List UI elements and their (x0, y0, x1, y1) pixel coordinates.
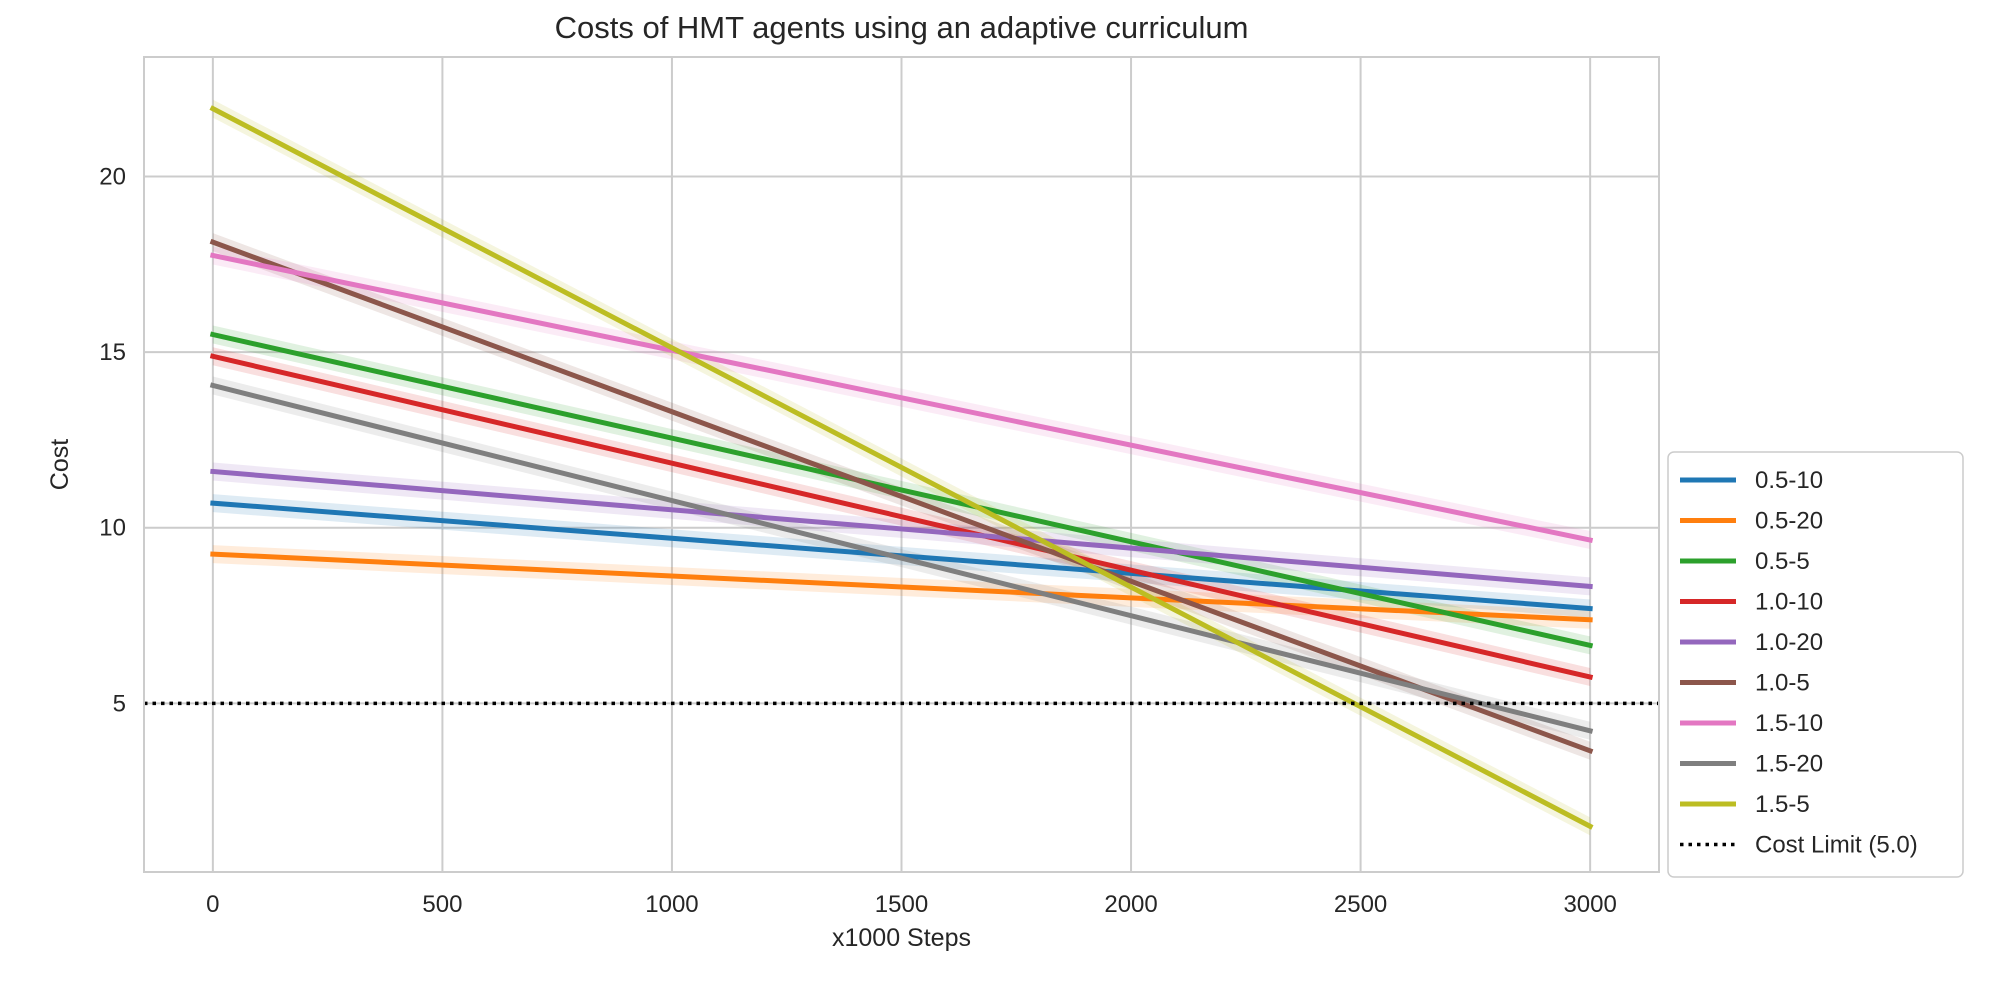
legend-label-0.5-10: 0.5-10 (1755, 467, 1823, 494)
x-tick-label: 0 (206, 891, 219, 918)
y-axis-label: Cost (46, 439, 74, 490)
x-tick-label: 3000 (1563, 891, 1616, 918)
series-lines (209, 105, 1594, 830)
legend-label-Cost Limit (5.0): Cost Limit (5.0) (1755, 832, 1918, 859)
y-tick-label: 5 (113, 690, 126, 717)
y-tick-label: 10 (99, 515, 126, 542)
x-axis-label: x1000 Steps (832, 924, 971, 952)
series-line-1.0-20 (210, 468, 1593, 590)
legend-box (1667, 451, 1964, 878)
series-line-1.0-10 (209, 353, 1594, 681)
x-tick-label: 500 (422, 891, 462, 918)
y-tick-label: 15 (99, 339, 126, 366)
series-line-1.5-10 (209, 252, 1594, 543)
series-line-1.5-5 (209, 105, 1594, 830)
series-line-0.5-20 (210, 551, 1593, 623)
x-tick-label: 2000 (1104, 891, 1157, 918)
x-tick-label: 1000 (645, 891, 698, 918)
legend-label-1.0-20: 1.0-20 (1755, 629, 1823, 656)
x-tick-label: 1500 (875, 891, 928, 918)
legend-label-1.0-10: 1.0-10 (1755, 589, 1823, 616)
chart-title: Costs of HMT agents using an adaptive cu… (555, 10, 1249, 45)
legend-label-0.5-5: 0.5-5 (1755, 548, 1810, 575)
x-tick-label: 2500 (1334, 891, 1387, 918)
series-line-0.5-5 (209, 331, 1594, 649)
plot-frame (143, 56, 1660, 873)
y-axis-ticks: 5 10 15 20 (99, 163, 126, 717)
series-line-1.0-5 (209, 238, 1594, 755)
legend-label-1.5-5: 1.5-5 (1755, 791, 1810, 818)
legend: 0.5-10 0.5-20 0.5-5 1.0-10 1.0-20 1.0-5 1.5-10… (1667, 451, 1964, 878)
legend-label-1.5-10: 1.5-10 (1755, 710, 1823, 737)
legend-label-1.0-5: 1.0-5 (1755, 670, 1810, 697)
series-line-1.5-20 (209, 382, 1594, 734)
y-tick-label: 20 (99, 163, 126, 190)
legend-label-0.5-20: 0.5-20 (1755, 508, 1823, 535)
x-axis-ticks: 0 500 1000 1500 2000 2500 3000 (206, 891, 1617, 918)
legend-label-1.5-20: 1.5-20 (1755, 751, 1823, 778)
